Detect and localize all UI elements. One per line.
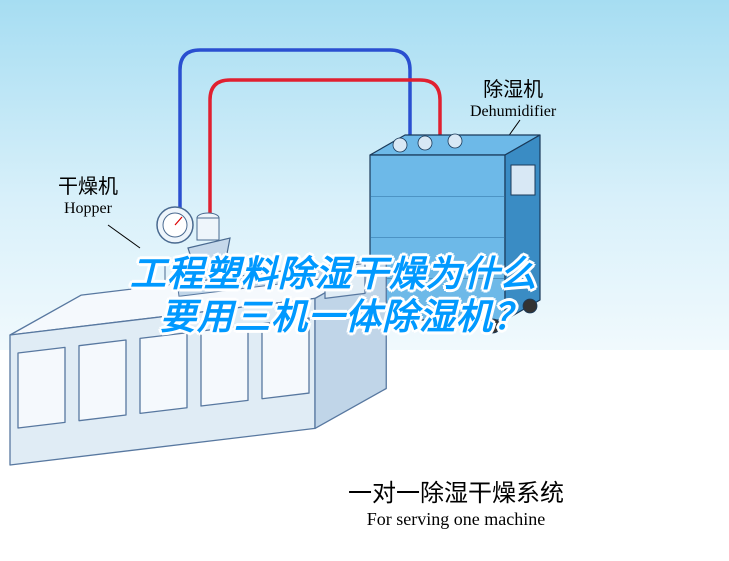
label-dehumidifier: 除湿机 Dehumidifier bbox=[470, 78, 556, 121]
overlay-line2: 要用三机一体除湿机？ bbox=[160, 288, 530, 340]
label-dehumid-en: Dehumidifier bbox=[470, 102, 556, 121]
label-dryer: 干燥机 Hopper bbox=[58, 175, 118, 218]
label-dryer-cn: 干燥机 bbox=[58, 175, 118, 199]
label-system-cn: 一对一除湿干燥系统 bbox=[348, 480, 564, 509]
label-system-en: For serving one machine bbox=[348, 509, 564, 531]
label-dryer-en: Hopper bbox=[58, 199, 118, 218]
diagram-canvas: { "canvas": {"width": 729, "height": 561… bbox=[0, 0, 729, 561]
label-system: 一对一除湿干燥系统 For serving one machine bbox=[348, 480, 564, 530]
label-dehumid-cn: 除湿机 bbox=[470, 78, 556, 102]
